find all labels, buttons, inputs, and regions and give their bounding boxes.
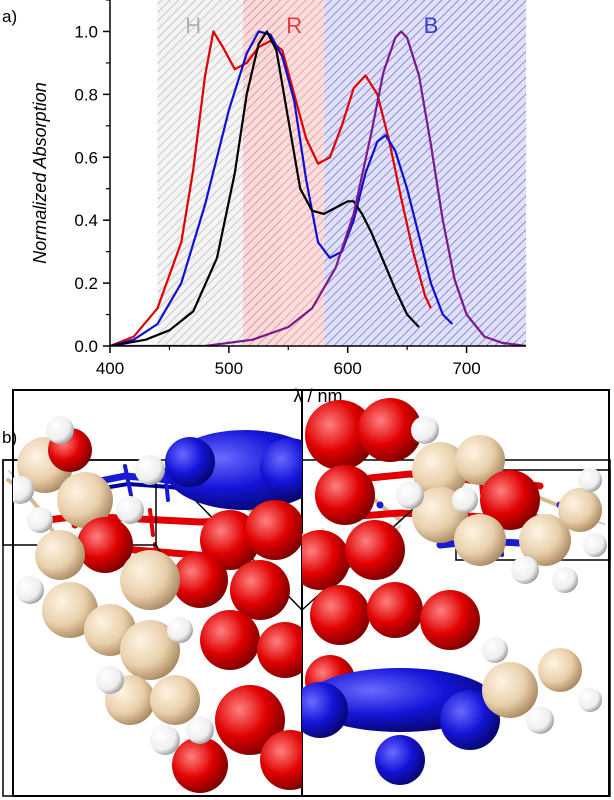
molecular-structure-figure [2,389,611,797]
x-tick-label: 700 [452,359,480,378]
region-label-r: R [286,13,302,38]
space-filling-right [302,398,607,785]
y-tick-label: 0.6 [74,148,98,167]
y-axis-label: Normalized Absorption [30,82,50,263]
y-tick-label: 0.4 [74,211,98,230]
chart: H R B 400 500 600 700 0.0 0.2 0.4 0.6 0.8 1.0 Norma… [30,0,526,406]
panel-b-label: b) [2,428,17,447]
x-tick-label: 400 [96,359,124,378]
y-tick-label: 0.2 [74,274,98,293]
series-line-1 [110,30,432,346]
region-band-b [323,0,526,346]
x-tick-label: 500 [215,359,243,378]
axes: 400 500 600 700 0.0 0.2 0.4 0.6 0.8 1.0 [74,0,526,378]
space-filling-left [13,416,302,793]
series-line-4 [110,30,526,346]
y-tick-label: 1.0 [74,22,98,41]
x-tick-label: 600 [334,359,362,378]
y-tick-label: 0.0 [74,337,98,356]
region-label-h: H [185,13,201,38]
zoom-panels-frame [12,389,610,797]
panel-a-label: a) [2,7,17,26]
region-label-b: B [424,13,439,38]
series-line-3 [110,30,420,346]
series-line-2 [110,30,454,346]
series-lines [110,30,526,346]
y-tick-label: 0.8 [74,85,98,104]
